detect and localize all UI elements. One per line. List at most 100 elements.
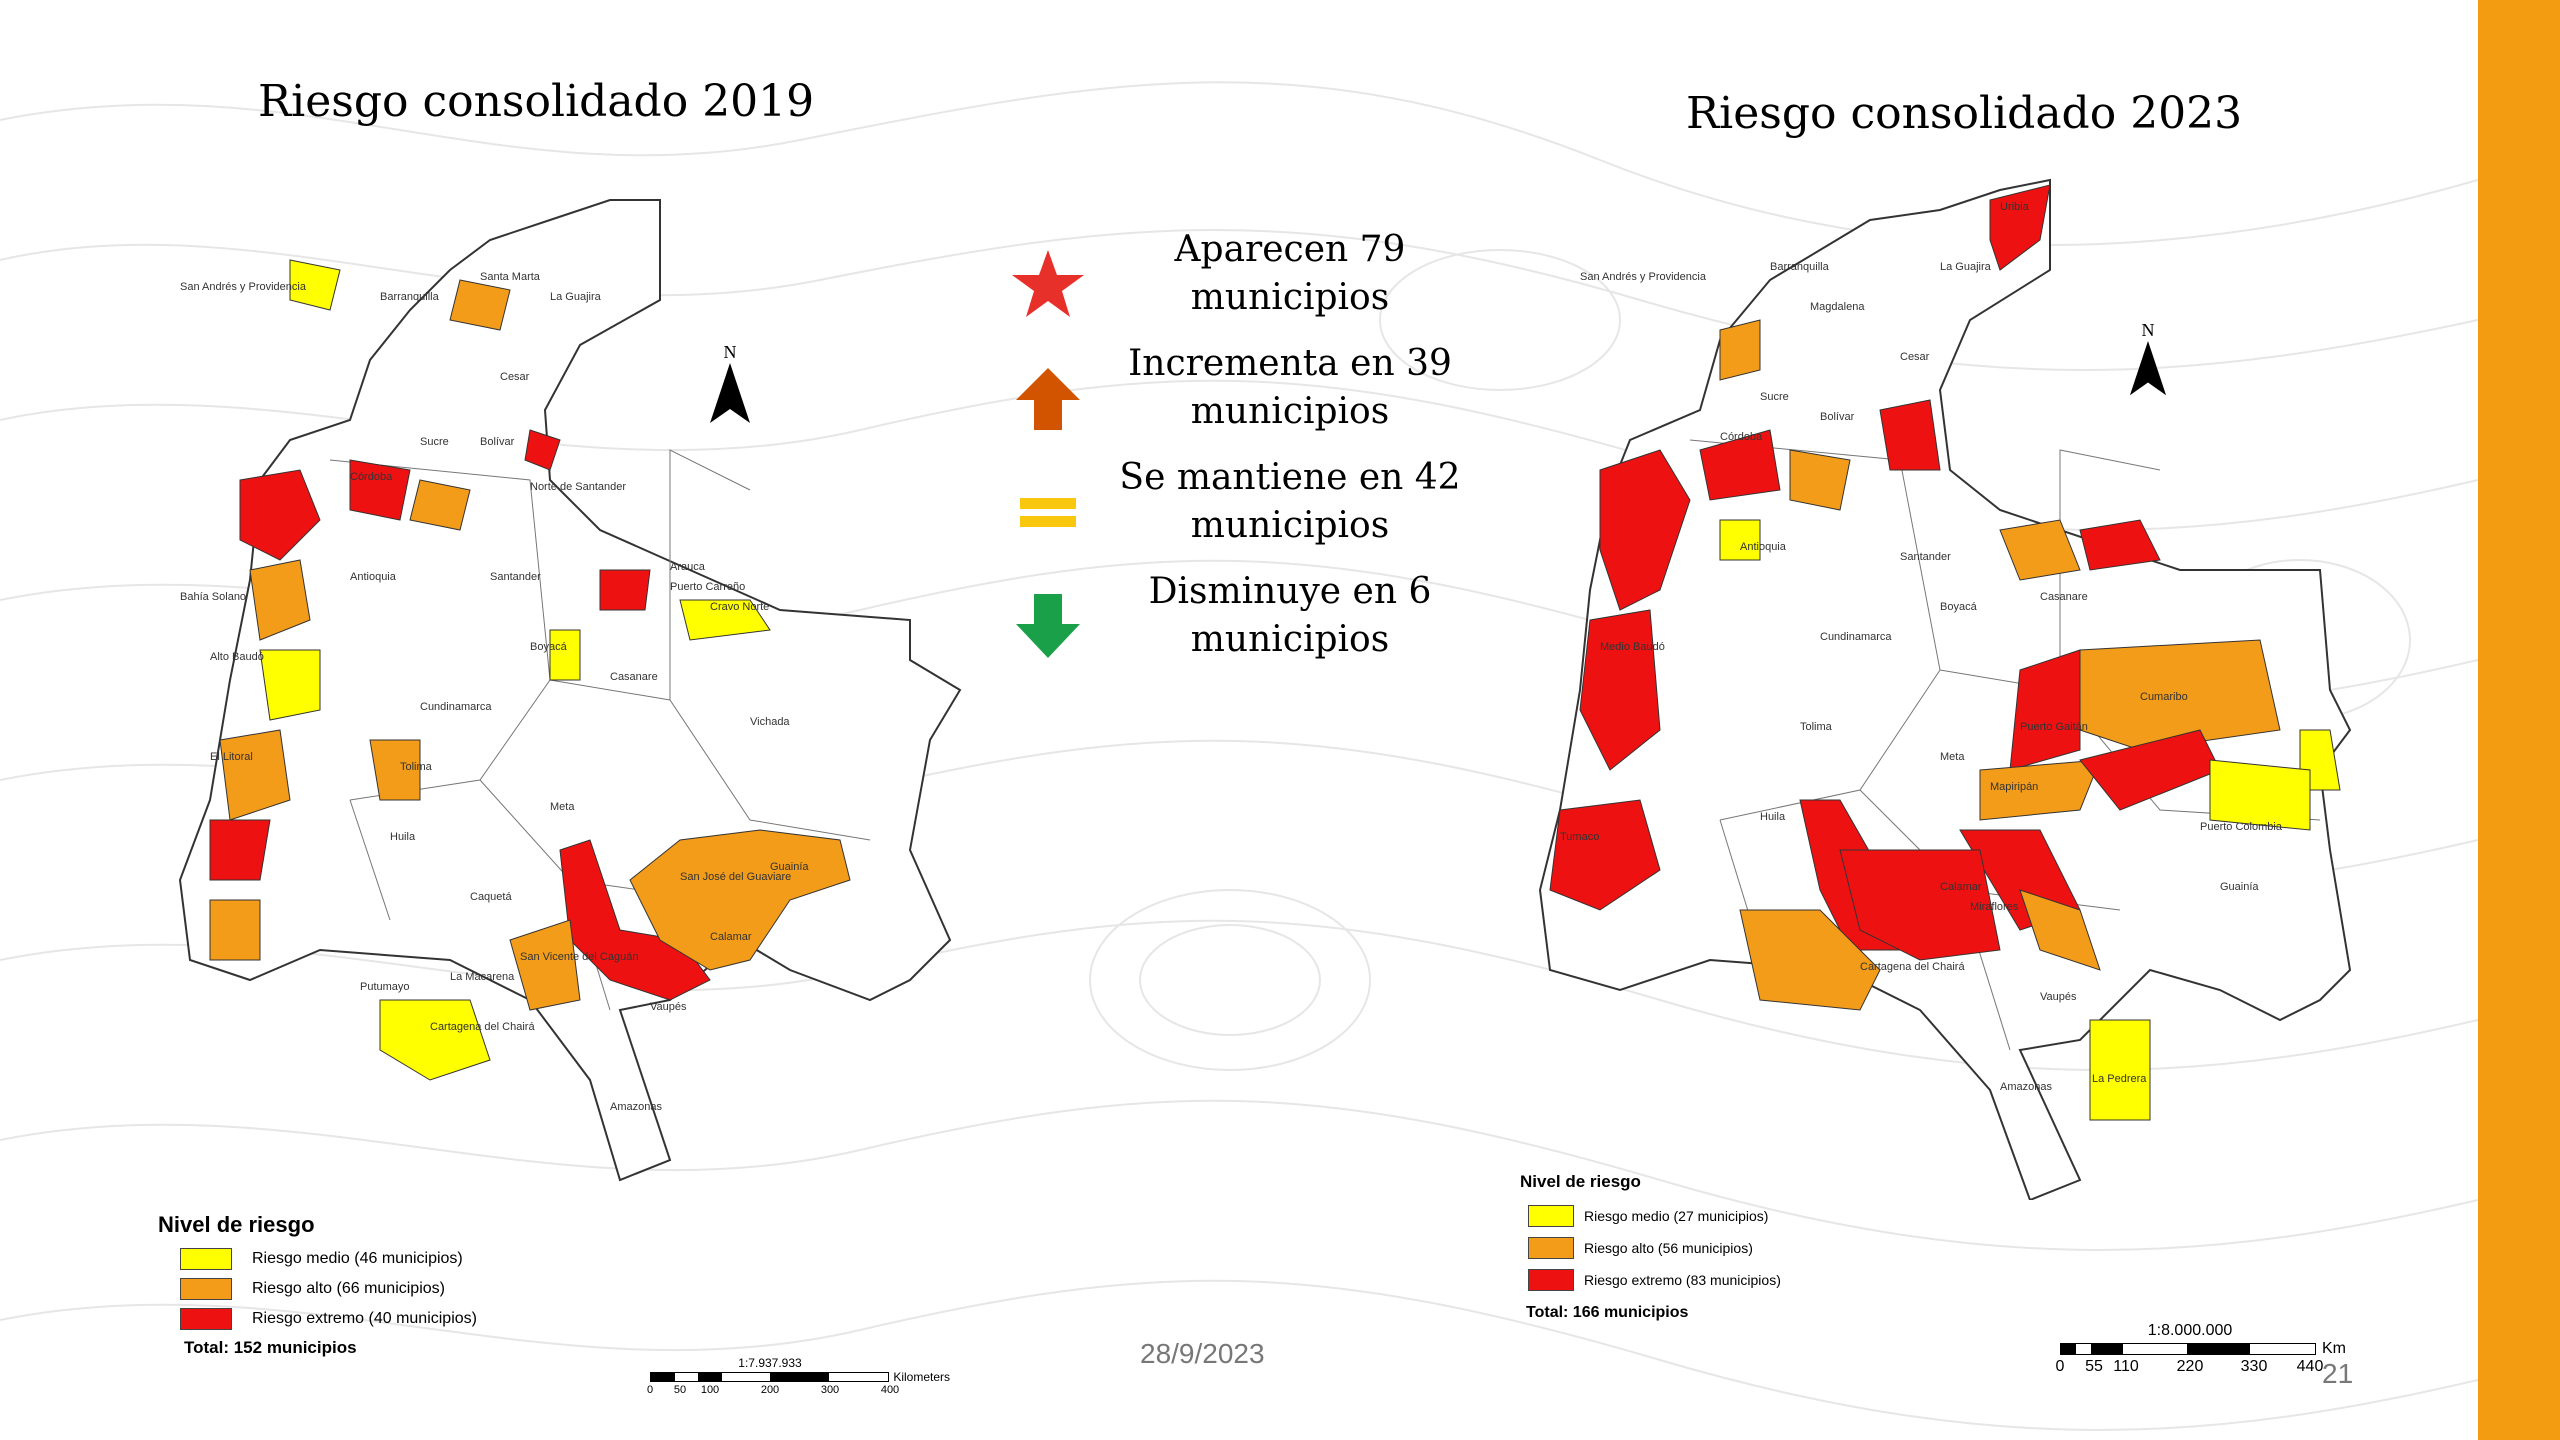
- scale-ratio: 1:7.937.933: [738, 1356, 802, 1370]
- scale-tick: 110: [2113, 1358, 2139, 1375]
- map-2023-place-label: Calamar: [1940, 881, 1982, 893]
- map-2019-place-label: Cartagena del Chairá: [430, 1021, 535, 1033]
- map-2023-place-label: Santander: [1900, 551, 1951, 563]
- scale-bar-2023: 1:8.000.000 Km 0 55 110 220 330 440: [2056, 1322, 2360, 1378]
- map-2019-place-label: Alto Baudó: [210, 651, 264, 663]
- map-2023-place-label: La Guajira: [1940, 261, 1992, 273]
- legend-swatch: [1528, 1269, 1574, 1291]
- map-2019-place-label: Santa Marta: [480, 271, 541, 283]
- map-2019-place-label: Vaupés: [650, 1001, 687, 1013]
- scale-tick: 220: [2176, 1358, 2204, 1375]
- scale-tick: 440: [2296, 1358, 2324, 1375]
- map-2019-place-label: San José del Guaviare: [680, 871, 791, 883]
- map-2019-title: Riesgo consolidado 2019: [258, 76, 815, 127]
- legend-item-extremo: Riesgo extremo (40 municipios): [158, 1304, 578, 1334]
- legend-swatch: [1528, 1205, 1574, 1227]
- map-2019-place-label: La Macarena: [450, 971, 515, 983]
- scale-tick: 300: [820, 1384, 840, 1396]
- map-2023: San Andrés y Providencia Uribia Barranqu…: [1538, 178, 2352, 1200]
- north-arrow-2023: N: [2118, 320, 2178, 402]
- map-2019-place-label: Bolívar: [480, 436, 515, 448]
- map-2023-place-label: Casanare: [2040, 591, 2088, 603]
- map-2023-place-label: Cundinamarca: [1820, 631, 1892, 643]
- change-text: Se mantiene en 42 municipios: [1119, 457, 1461, 546]
- map-2023-place-label: Tumaco: [1560, 831, 1599, 843]
- scale-tick: 100: [700, 1384, 720, 1396]
- slide-date: 28/9/2023: [1140, 1338, 1265, 1369]
- map-2023-place-label: Córdoba: [1720, 431, 1763, 443]
- scale-unit: Kilometers: [893, 1370, 950, 1384]
- map-2019-place-label: Boyacá: [530, 641, 568, 653]
- map-2019-place-label: Casanare: [610, 671, 658, 683]
- arrow-down-icon: [1016, 594, 1080, 658]
- scale-tick: 200: [760, 1384, 780, 1396]
- scale-tick: 330: [2240, 1358, 2268, 1375]
- scale-ratio: 1:8.000.000: [2147, 1322, 2233, 1339]
- change-item-increase: Incrementa en 39 municipios: [1000, 340, 1680, 450]
- map-2023-place-label: Antioquia: [1740, 541, 1787, 553]
- arrow-up-icon: [1016, 368, 1080, 430]
- map-2019-place-label: Puerto Carreño: [670, 581, 745, 593]
- map-2019-place-label: La Guajira: [550, 291, 602, 303]
- map-2023-place-label: Magdalena: [1810, 301, 1865, 313]
- map-2023-place-label: Guainía: [2220, 881, 2259, 893]
- map-2023-place-label: Barranquilla: [1770, 261, 1830, 273]
- map-2019-place-label: Amazonas: [610, 1101, 662, 1113]
- map-2019-place-label: Caquetá: [470, 891, 512, 903]
- map-2019-place-label: Calamar: [710, 931, 752, 943]
- map-2023-place-label: Huila: [1760, 811, 1786, 823]
- map-2023-place-label: Puerto Colombia: [2200, 821, 2283, 833]
- map-2019-place-label: Barranquilla: [380, 291, 440, 303]
- legend-swatch: [180, 1248, 232, 1270]
- legend-label: Riesgo extremo (83 municipios): [1584, 1272, 1781, 1288]
- scale-tick: 0: [646, 1384, 654, 1396]
- map-2019-place-label: El Litoral: [210, 751, 253, 763]
- map-2019-place-label: Norte de Santander: [530, 481, 626, 493]
- scale-bar: [650, 1372, 890, 1382]
- legend-swatch: [180, 1308, 232, 1330]
- map-2019-place-label: Sucre: [420, 436, 449, 448]
- legend-title: Nivel de riesgo: [158, 1212, 315, 1237]
- slide-number: 21: [2322, 1358, 2354, 1389]
- map-2019-place-label: Cravo Norte: [710, 601, 769, 613]
- map-2019-place-label: Arauca: [670, 561, 706, 573]
- accent-side-bar: [2478, 0, 2560, 1440]
- legend-swatch: [1528, 1237, 1574, 1259]
- map-2023-place-label: Cumaribo: [2140, 691, 2188, 703]
- map-2023-place-label: Vaupés: [2040, 991, 2077, 1003]
- map-2019-place-label: Antioquia: [350, 571, 397, 583]
- map-2023-place-label: Miraflores: [1970, 901, 2019, 913]
- map-2023-place-label: Sucre: [1760, 391, 1789, 403]
- map-2023-place-label: Cartagena del Chairá: [1860, 961, 1965, 973]
- legend-label: Riesgo extremo (40 municipios): [252, 1310, 477, 1327]
- colombia-outline-2023: [1538, 178, 2352, 1200]
- map-2019-place-label: Putumayo: [360, 981, 410, 993]
- legend-title: Nivel de riesgo: [1520, 1172, 1641, 1191]
- legend-total: Total: 152 municipios: [184, 1338, 357, 1357]
- legend-item-alto: Riesgo alto (56 municipios): [1520, 1232, 1940, 1264]
- change-text: Incrementa en 39 municipios: [1128, 343, 1452, 432]
- risk-areas-2019: [209, 259, 851, 1081]
- legend-item-alto: Riesgo alto (66 municipios): [158, 1274, 578, 1304]
- map-2023-place-label: La Pedrera: [2092, 1073, 2147, 1085]
- scale-tick: 0: [2055, 1358, 2065, 1375]
- north-arrow-2019: N: [700, 342, 760, 430]
- scale-tick: 55: [2085, 1358, 2103, 1375]
- map-2019-place-label: Vichada: [750, 716, 790, 728]
- legend-label: Riesgo medio (46 municipios): [252, 1250, 463, 1267]
- legend-item-medio: Riesgo medio (27 municipios): [1520, 1200, 1940, 1232]
- map-2023-place-label: Boyacá: [1940, 601, 1978, 613]
- change-item-decrease: Disminuye en 6 municipios: [1000, 568, 1680, 678]
- legend-2019: Nivel de riesgo Riesgo medio (46 municip…: [158, 1212, 578, 1358]
- scale-unit: Km: [2322, 1340, 2346, 1357]
- map-2019-place-label: Meta: [550, 801, 575, 813]
- map-2019-place-label: Cundinamarca: [420, 701, 492, 713]
- map-2019-place-label: San Andrés y Providencia: [180, 281, 307, 293]
- map-2019: San Andrés y Providencia Barranquilla Sa…: [178, 199, 962, 1182]
- map-2019-place-label: Huila: [390, 831, 416, 843]
- equal-icon: [1020, 498, 1076, 527]
- map-2023-place-label: Puerto Gaitán: [2020, 721, 2088, 733]
- change-text: Aparecen 79 municipios: [1174, 229, 1406, 318]
- map-2023-place-label: Uribia: [2000, 201, 2030, 213]
- scale-tick: 50: [673, 1384, 687, 1396]
